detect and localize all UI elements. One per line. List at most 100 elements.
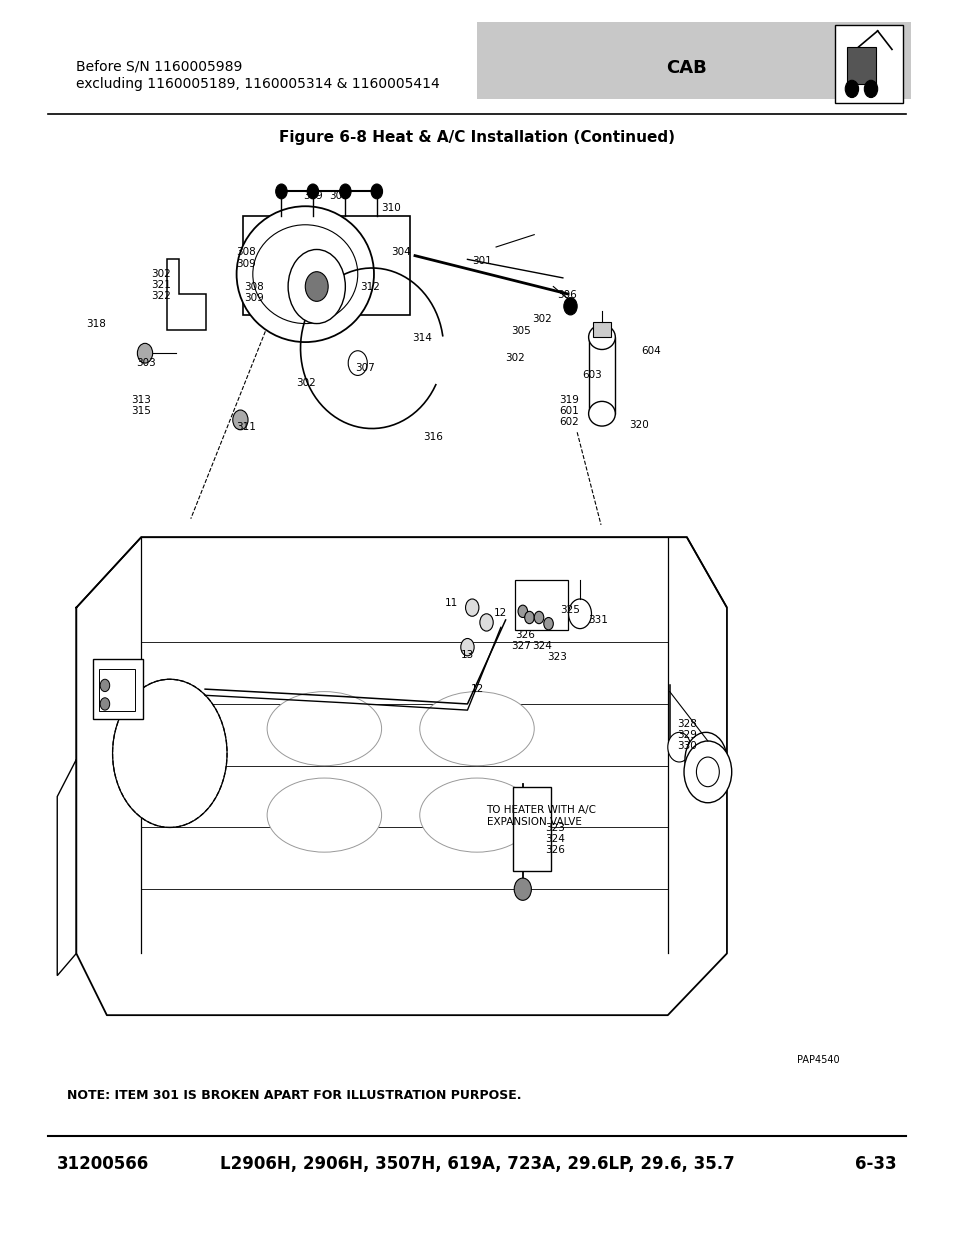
- Text: 302: 302: [295, 378, 315, 388]
- Bar: [846, 47, 875, 84]
- Ellipse shape: [419, 778, 534, 852]
- Text: 601: 601: [558, 406, 578, 416]
- Ellipse shape: [517, 605, 527, 618]
- Ellipse shape: [465, 599, 478, 616]
- Text: 324: 324: [532, 641, 552, 651]
- Text: 12: 12: [471, 684, 484, 694]
- Text: 6-33: 6-33: [854, 1155, 896, 1173]
- Text: 311: 311: [236, 422, 256, 432]
- Text: 331: 331: [588, 615, 608, 625]
- Text: 304: 304: [391, 247, 411, 257]
- Bar: [515, 580, 567, 630]
- Text: 319: 319: [558, 395, 578, 405]
- Text: 302: 302: [505, 353, 525, 363]
- Ellipse shape: [267, 778, 381, 852]
- Text: 329: 329: [677, 730, 697, 740]
- Text: 309: 309: [236, 259, 256, 269]
- Ellipse shape: [100, 679, 110, 692]
- Text: 308: 308: [244, 282, 264, 291]
- Bar: [593, 322, 610, 337]
- Text: 315: 315: [131, 406, 151, 416]
- Ellipse shape: [305, 272, 328, 301]
- Text: 320: 320: [629, 420, 649, 430]
- Text: 314: 314: [412, 333, 432, 343]
- Text: 330: 330: [677, 741, 697, 751]
- Ellipse shape: [348, 351, 367, 375]
- Text: 321: 321: [151, 280, 171, 290]
- Text: 305: 305: [511, 326, 531, 336]
- Ellipse shape: [479, 614, 493, 631]
- Text: 11: 11: [444, 598, 457, 608]
- Ellipse shape: [419, 692, 534, 766]
- Ellipse shape: [112, 679, 227, 827]
- Polygon shape: [167, 259, 206, 330]
- Bar: [588, 337, 615, 414]
- Bar: [243, 216, 410, 315]
- Ellipse shape: [568, 599, 591, 629]
- Text: excluding 1160005189, 1160005314 & 1160005414: excluding 1160005189, 1160005314 & 11600…: [76, 77, 439, 90]
- Text: 31200566: 31200566: [57, 1155, 150, 1173]
- Text: PAP4540: PAP4540: [796, 1055, 839, 1065]
- Ellipse shape: [588, 325, 615, 350]
- Ellipse shape: [684, 732, 726, 787]
- Ellipse shape: [667, 732, 690, 762]
- Ellipse shape: [236, 206, 374, 342]
- Ellipse shape: [137, 343, 152, 363]
- Ellipse shape: [275, 184, 287, 199]
- Text: 309: 309: [303, 191, 323, 201]
- Ellipse shape: [696, 757, 719, 787]
- Text: NOTE: ITEM 301 IS BROKEN APART FOR ILLUSTRATION PURPOSE.: NOTE: ITEM 301 IS BROKEN APART FOR ILLUS…: [67, 1089, 520, 1103]
- Text: L2906H, 2906H, 3507H, 619A, 723A, 29.6LP, 29.6, 35.7: L2906H, 2906H, 3507H, 619A, 723A, 29.6LP…: [219, 1155, 734, 1173]
- FancyBboxPatch shape: [476, 22, 910, 99]
- Ellipse shape: [514, 878, 531, 900]
- Ellipse shape: [371, 184, 382, 199]
- Bar: [93, 659, 143, 719]
- Text: 323: 323: [547, 652, 567, 662]
- Text: TO HEATER WITH A/C
EXPANSION VALVE: TO HEATER WITH A/C EXPANSION VALVE: [486, 805, 596, 826]
- Ellipse shape: [524, 611, 534, 624]
- Ellipse shape: [460, 638, 474, 656]
- Ellipse shape: [844, 80, 858, 98]
- FancyBboxPatch shape: [834, 25, 902, 103]
- Text: Figure 6-8 Heat & A/C Installation (Continued): Figure 6-8 Heat & A/C Installation (Cont…: [278, 130, 675, 144]
- Text: 603: 603: [581, 370, 601, 380]
- Text: 313: 313: [131, 395, 151, 405]
- Text: 604: 604: [640, 346, 660, 356]
- Text: 302: 302: [151, 269, 171, 279]
- Bar: [99, 669, 135, 711]
- Ellipse shape: [563, 298, 577, 315]
- Text: 306: 306: [557, 290, 577, 300]
- Ellipse shape: [288, 249, 345, 324]
- Text: 309: 309: [244, 293, 264, 303]
- Text: 326: 326: [515, 630, 535, 640]
- Ellipse shape: [267, 692, 381, 766]
- Text: 327: 327: [511, 641, 531, 651]
- Text: 323: 323: [544, 823, 564, 832]
- Bar: [513, 787, 551, 871]
- Text: 308: 308: [329, 191, 349, 201]
- Text: 310: 310: [381, 203, 401, 212]
- Ellipse shape: [696, 747, 715, 772]
- Text: 318: 318: [86, 319, 106, 329]
- Text: 312: 312: [360, 282, 380, 291]
- Ellipse shape: [100, 698, 110, 710]
- Text: 324: 324: [544, 834, 564, 844]
- Ellipse shape: [233, 410, 248, 430]
- Text: 325: 325: [559, 605, 579, 615]
- Text: 307: 307: [355, 363, 375, 373]
- Ellipse shape: [534, 611, 543, 624]
- Text: 308: 308: [236, 247, 256, 257]
- Text: 322: 322: [151, 291, 171, 301]
- Ellipse shape: [683, 741, 731, 803]
- Ellipse shape: [543, 618, 553, 630]
- Text: 303: 303: [136, 358, 156, 368]
- Text: CAB: CAB: [666, 59, 706, 78]
- Ellipse shape: [588, 401, 615, 426]
- Text: 328: 328: [677, 719, 697, 729]
- Text: Before S/N 1160005989: Before S/N 1160005989: [76, 59, 242, 73]
- Text: 326: 326: [544, 845, 564, 855]
- Text: 13: 13: [460, 650, 474, 659]
- Text: 302: 302: [532, 314, 552, 324]
- Ellipse shape: [863, 80, 877, 98]
- Text: 12: 12: [494, 608, 507, 618]
